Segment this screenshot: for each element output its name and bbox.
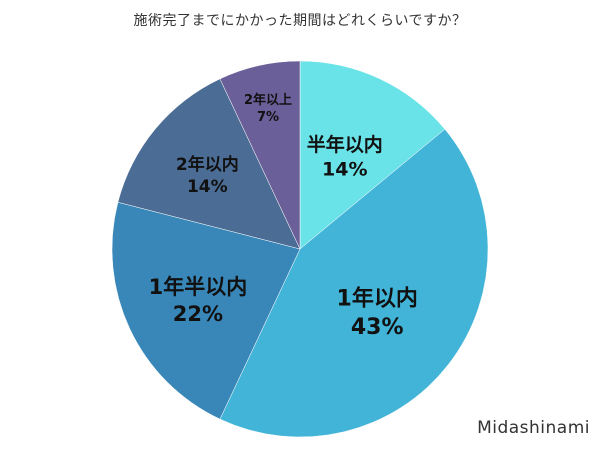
slice-category-label-3: 1年半以内: [149, 275, 248, 299]
slice-category-label-4: 2年以内: [176, 154, 239, 175]
slice-value-label-3: 22%: [173, 302, 223, 326]
slice-value-label-5: 7%: [257, 110, 279, 125]
slice-category-label-5: 2年以上: [244, 92, 292, 108]
slice-value-label-1: 14%: [322, 159, 367, 181]
slice-category-label-2: 1年以内: [337, 286, 418, 312]
watermark-brand: Midashinami: [477, 418, 590, 438]
slice-category-label-1: 半年以内: [307, 133, 383, 156]
slice-value-label-4: 14%: [187, 177, 228, 197]
pie-slice-2: [219, 128, 489, 438]
chart-title: 施術完了までにかかった期間はどれくらいですか？: [133, 13, 467, 29]
pie-slice-1: [299, 60, 446, 250]
pie-slice-5: [219, 60, 301, 250]
pie-slice-3: [111, 201, 301, 420]
pie-slice-4: [117, 78, 301, 250]
slice-value-label-2: 43%: [351, 315, 404, 340]
